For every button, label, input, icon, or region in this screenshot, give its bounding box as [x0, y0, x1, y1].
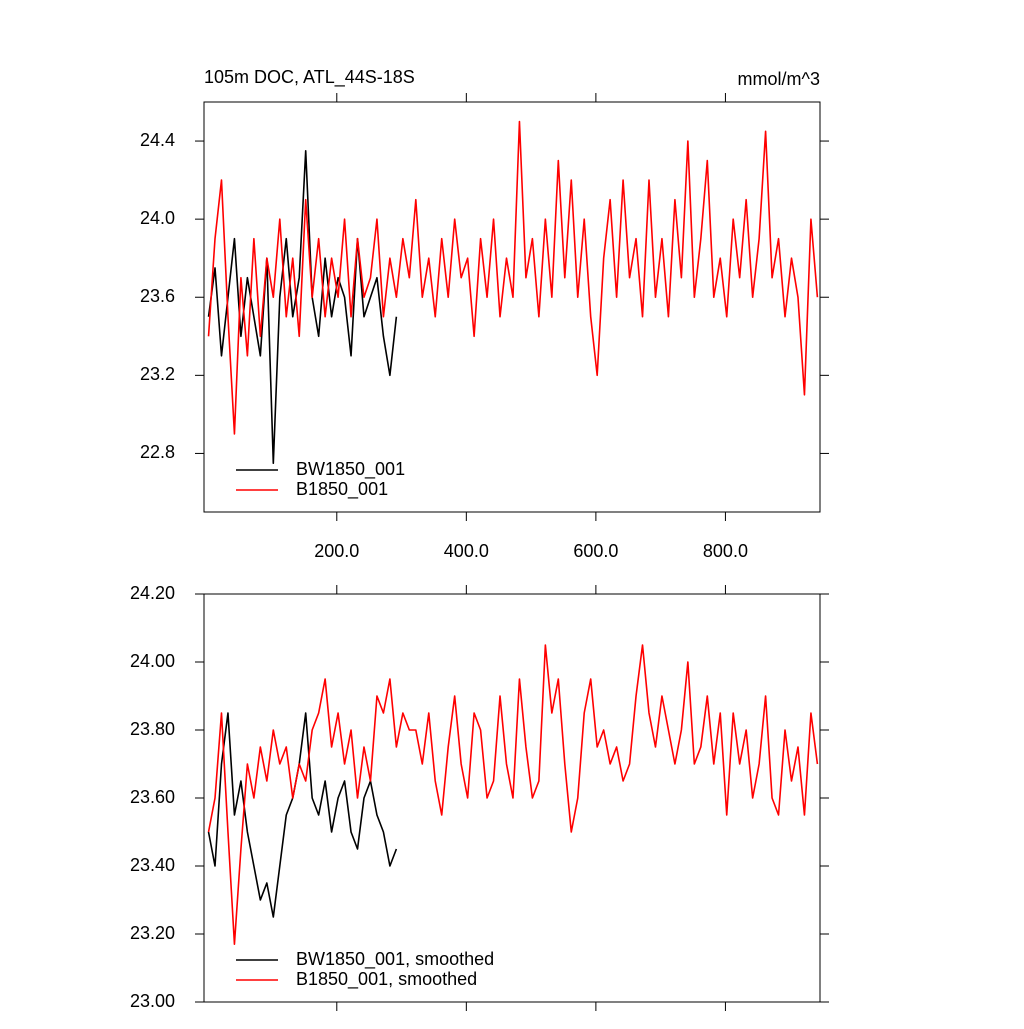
plot-frame	[203, 101, 821, 513]
legend-label: B1850_001, smoothed	[296, 969, 477, 990]
y-tick-label: 23.00	[130, 991, 175, 1011]
chart-title: 105m DOC, ATL_44S-18S	[204, 67, 415, 88]
y-tick-label: 23.40	[130, 855, 175, 875]
x-tick-label: 200.0	[314, 541, 359, 561]
y-tick-label: 23.80	[130, 719, 175, 739]
x-tick-label: 800.0	[703, 541, 748, 561]
y-tick-label: 22.8	[140, 442, 175, 462]
y-tick-label: 24.0	[140, 208, 175, 228]
y-tick-label: 23.2	[140, 364, 175, 384]
legend-label: B1850_001	[296, 479, 388, 500]
y-tick-label: 24.00	[130, 651, 175, 671]
y-tick-label: 24.4	[140, 130, 175, 150]
y-tick-label: 23.60	[130, 787, 175, 807]
data-line	[207, 712, 398, 918]
y-tick-label: 24.20	[130, 583, 175, 603]
data-line	[207, 120, 819, 435]
data-line	[207, 644, 819, 945]
y-tick-label: 23.6	[140, 286, 175, 306]
legend-label: BW1850_001	[296, 459, 405, 480]
y-tick-label: 23.20	[130, 923, 175, 943]
x-tick-label: 400.0	[444, 541, 489, 561]
legend-label: BW1850_001, smoothed	[296, 949, 494, 970]
x-tick-label: 600.0	[573, 541, 618, 561]
units-label: mmol/m^3	[738, 69, 820, 89]
